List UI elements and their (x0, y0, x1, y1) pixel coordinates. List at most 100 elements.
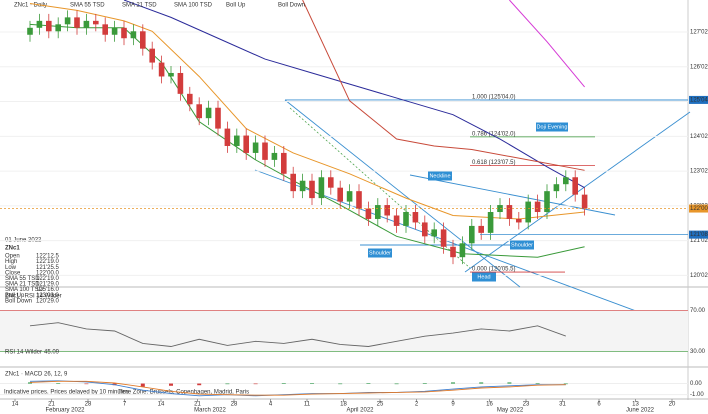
candle-body (205, 107, 212, 119)
y-tick-label: 120'02.5 (690, 273, 708, 279)
x-tick-label: 18 (340, 402, 347, 408)
x-tick-label: 23 (523, 402, 530, 408)
candle-body (487, 212, 494, 233)
y-tick-label: 121'02.5 (690, 238, 708, 244)
fib-label: 0.618 (123'07.5) (472, 160, 516, 166)
info-label: SMA 55 TSD (5, 276, 40, 282)
rsi-band (0, 310, 688, 352)
candle-body (525, 201, 531, 223)
candle-body (234, 135, 240, 146)
panel-title: ZNc1 · MACD 26, 12, 9 (5, 372, 68, 378)
candle-body (365, 208, 372, 219)
overlay-line (509, 0, 585, 88)
x-tick-label: 7 (123, 402, 127, 408)
histogram-bar (140, 383, 145, 387)
candle-body (375, 205, 381, 219)
x-tick-label: 4 (269, 402, 273, 408)
annotation: Shoulder (511, 242, 533, 248)
info-label: Open (5, 254, 20, 260)
candle-body (440, 229, 447, 247)
candle-body (403, 212, 409, 226)
histogram-bar (56, 383, 61, 384)
candle-body (309, 180, 315, 199)
info-value: 122'00.0 (36, 270, 59, 276)
candle-body (149, 48, 155, 63)
candle-body (158, 62, 165, 77)
histogram-bar (479, 382, 484, 384)
y-tick-label: -1.00 (690, 392, 704, 398)
x-tick-label: 16 (486, 402, 493, 408)
candle-body (187, 93, 193, 105)
signal-line (29, 380, 566, 396)
price-box (689, 95, 708, 104)
candle-body (328, 177, 334, 188)
candle-body (422, 222, 428, 237)
info-value: 123'03.0 (36, 293, 59, 299)
overlay-line (302, 0, 585, 171)
y-tick-label: 70.00 (690, 308, 706, 314)
x-tick-label: 25 (377, 402, 384, 408)
info-value: 122'19.0 (36, 276, 59, 282)
info-value: 122'12.5 (36, 254, 59, 260)
candle-body (27, 27, 33, 35)
candle-body (121, 27, 127, 39)
candle-body (299, 180, 306, 192)
legend-entry: SMA 21 TSD (122, 3, 157, 9)
info-label: High (5, 259, 17, 265)
macd-line (29, 380, 566, 397)
x-tick-label: 11 (304, 402, 311, 408)
candle-body (111, 27, 118, 35)
candle-body (83, 20, 90, 28)
candle-body (459, 243, 466, 258)
rsi-line (29, 322, 566, 347)
candle-body (563, 177, 569, 185)
x-tick-label: 2 (415, 402, 419, 408)
annotation-box (536, 122, 568, 132)
dashed-trendline (289, 107, 471, 269)
info-value: 120'29.0 (36, 298, 59, 304)
y-tick-label: 124'02.5 (690, 134, 708, 140)
fib-label: 1.000 (125'04.0) (472, 95, 516, 101)
candle-body (168, 72, 174, 77)
overlay-line (123, 0, 585, 189)
candle-body (64, 17, 71, 25)
panel-title: ZNc1 · RSI 14 Wilder (5, 294, 62, 300)
last-value: 45.09 (44, 350, 60, 356)
histogram-bar (535, 383, 540, 384)
candle-body (55, 24, 61, 32)
x-tick-label: 14 (158, 402, 165, 408)
candle-body (346, 191, 353, 202)
price-box (689, 230, 708, 239)
x-tick-label: 14 (12, 402, 19, 408)
candle-body (393, 215, 400, 226)
histogram-bar (310, 383, 314, 384)
x-month-label: May 2022 (497, 408, 524, 414)
info-label: SMA 21 TSD (5, 282, 40, 288)
x-tick-label: 21 (194, 402, 201, 408)
annotation: Doji Evening (537, 124, 568, 130)
candle-body (36, 20, 43, 28)
histogram-bar (366, 383, 371, 384)
x-month-label: February 2022 (45, 408, 85, 414)
legend-entry: RSI 14 Wilder (5, 350, 42, 356)
candle-body (384, 205, 390, 216)
candle-body (412, 212, 419, 223)
info-label: Boll Down (5, 298, 32, 304)
candle-body (581, 194, 588, 209)
info-label: Boll Up (5, 293, 25, 299)
x-tick-label: 21 (48, 402, 55, 408)
candle-body (224, 128, 231, 146)
x-tick-label: 28 (231, 402, 238, 408)
candle-body (469, 225, 475, 244)
candle-body (281, 152, 287, 174)
legend-entry: Boll Down (278, 3, 305, 9)
x-tick-label: 6 (597, 402, 601, 408)
candle-body (290, 173, 296, 192)
candle-body (318, 177, 325, 199)
candle-body (215, 107, 221, 129)
info-label: Close (5, 270, 21, 276)
annotation-box (510, 240, 534, 250)
candle-body (130, 31, 137, 39)
candle-body (46, 20, 52, 32)
legend-entry: SMA 100 TSD (174, 3, 213, 9)
